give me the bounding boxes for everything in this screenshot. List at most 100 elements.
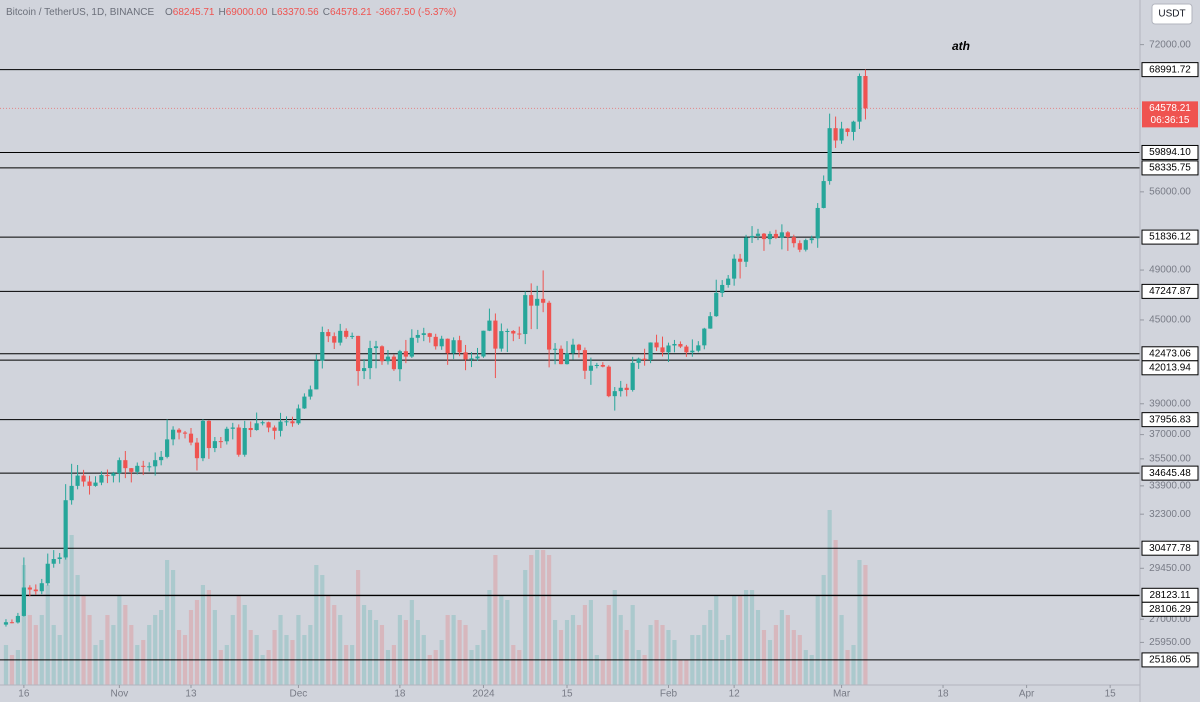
volume-bar (630, 605, 635, 685)
volume-bar (815, 595, 820, 685)
volume-bar (403, 620, 408, 685)
ohlc-key: O (165, 7, 173, 18)
currency-button[interactable]: USDT (1151, 3, 1193, 25)
candle-body (517, 333, 522, 335)
volume-bar (248, 630, 253, 685)
volume-bar (367, 610, 373, 685)
volume-bar (821, 575, 826, 685)
level-label-box (1141, 283, 1199, 299)
candle-body (636, 358, 641, 363)
candle-body (552, 348, 558, 350)
candle-body (600, 364, 605, 367)
candle-body (582, 350, 588, 371)
candle-body (296, 408, 301, 424)
candle-body (314, 360, 319, 390)
volume-bar (761, 630, 767, 685)
volume-bar (242, 605, 247, 685)
candle-body (511, 330, 516, 334)
volume-bar (397, 615, 402, 685)
candle-body (379, 346, 385, 362)
volume-bar (606, 605, 611, 685)
candle-body (230, 427, 235, 429)
volume-bar (636, 650, 641, 685)
volume-bar (779, 610, 784, 685)
volume-bar (63, 555, 68, 685)
volume-bar (749, 590, 755, 685)
volume-bar (39, 615, 44, 685)
volume-bar (487, 590, 492, 685)
volume-bar (129, 625, 134, 685)
volume-bar (511, 645, 516, 685)
x-tick-label: 18 (394, 689, 406, 700)
candle-body (761, 233, 767, 240)
volume-bar (326, 595, 331, 685)
volume-bar (27, 615, 32, 685)
volume-bar (51, 625, 56, 685)
candle-body (558, 348, 564, 365)
candle-body (743, 237, 749, 262)
volume-bar (439, 640, 444, 685)
candle-body (714, 292, 719, 317)
candle-body (123, 460, 128, 469)
candle-body (630, 362, 635, 390)
volume-bar (153, 615, 158, 685)
volume-bar (320, 575, 325, 685)
volume-bar (839, 615, 844, 685)
y-tick-label: 72000.00 (1149, 39, 1191, 50)
volume-bar (350, 645, 355, 685)
level-label: 47247.87 (1149, 286, 1191, 297)
candle-body (260, 422, 265, 424)
volume-bar (570, 615, 576, 685)
candle-body (654, 342, 659, 348)
candle-body (523, 295, 528, 335)
volume-bar (493, 555, 498, 685)
volume-bar (642, 655, 647, 685)
level-label-box (1141, 652, 1199, 668)
candle-body (117, 460, 122, 474)
candle-body (99, 475, 104, 483)
volume-bar (314, 565, 319, 685)
candle-body (851, 121, 856, 132)
candle-body (648, 342, 653, 360)
x-tick-label: Apr (1019, 689, 1035, 700)
volume-bar (3, 645, 9, 685)
candle-body (403, 351, 408, 357)
volume-bar (33, 625, 38, 685)
level-label-box (1141, 601, 1199, 617)
level-label: 37956.83 (1149, 414, 1191, 425)
currency-button-box[interactable] (1151, 3, 1193, 25)
x-tick-label: Mar (833, 689, 851, 700)
candle-body (147, 466, 152, 468)
last-price-label: 64578.21 (1149, 103, 1191, 114)
candle-body (594, 364, 599, 366)
volume-bar (863, 565, 868, 685)
axes: 72000.00 56000.00 49000.00 45000.00 39000.00… (18, 39, 1199, 700)
candle-body (69, 485, 74, 501)
candle-body (755, 233, 761, 236)
currency-label[interactable]: USDT (1158, 9, 1185, 20)
volume-bar (356, 570, 361, 685)
volume-bar (517, 650, 522, 685)
volume-bar (720, 640, 725, 685)
volume-bar (135, 645, 140, 685)
candle-body (726, 278, 731, 285)
candle-body (248, 427, 253, 431)
candle-body (254, 423, 259, 431)
candle-body (332, 336, 337, 343)
volume-bar (272, 630, 277, 685)
volume-bar (433, 650, 438, 685)
x-tick-label: 12 (729, 689, 741, 700)
candle-body (857, 75, 862, 122)
x-tick-label: 13 (185, 689, 197, 700)
volume-bar (123, 605, 128, 685)
candle-body (81, 475, 86, 482)
y-tick-label: 32300.00 (1149, 509, 1191, 520)
volume-bar (708, 610, 713, 685)
level-label-box (1141, 360, 1199, 376)
volume-bar (409, 600, 414, 685)
volume-bar (332, 605, 337, 685)
candle-body (779, 232, 784, 238)
level-label: 51836.12 (1149, 232, 1191, 243)
level-label: 68991.72 (1149, 64, 1191, 75)
candle-body (356, 335, 361, 372)
